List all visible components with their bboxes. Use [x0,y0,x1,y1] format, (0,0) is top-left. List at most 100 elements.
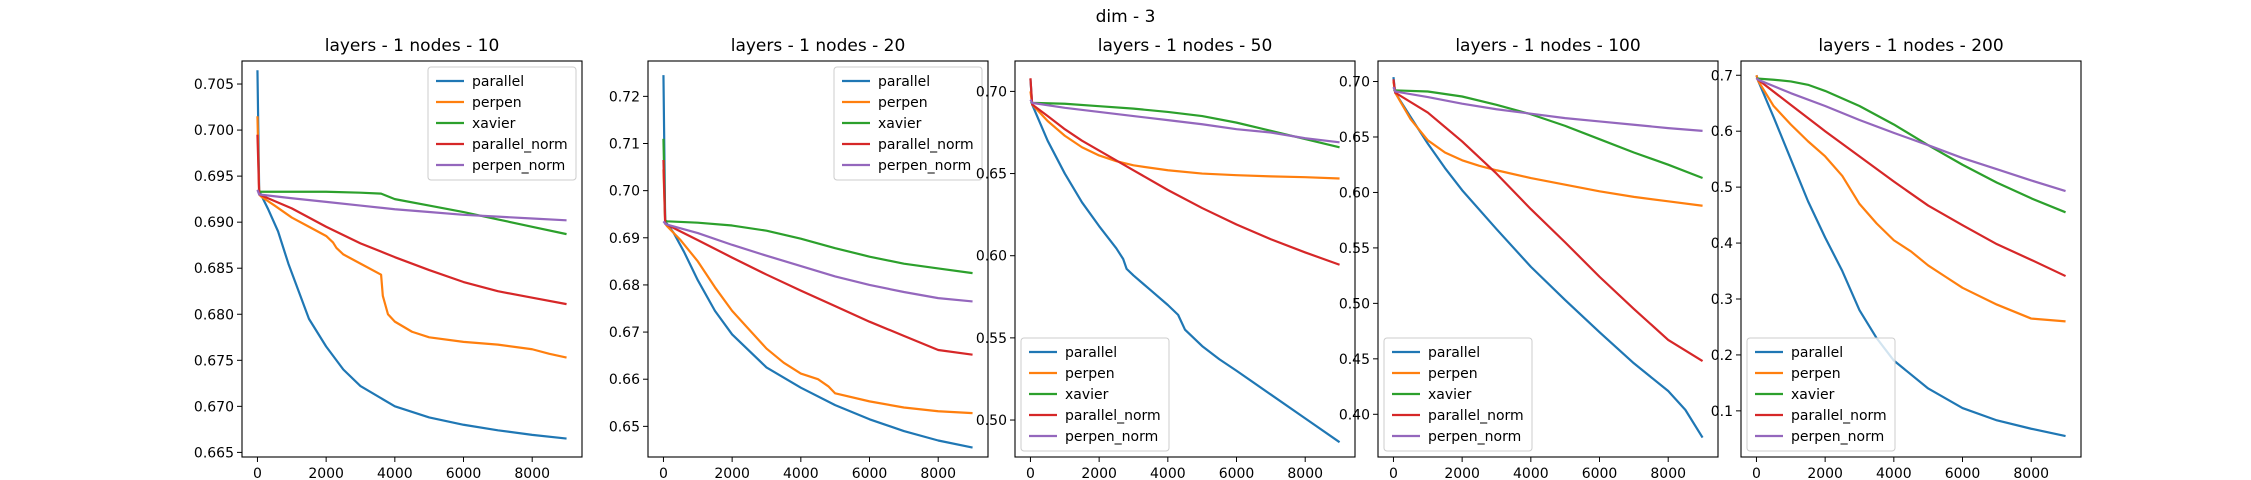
series-line-parallel_norm [256,134,567,306]
series-line-parallel [1755,74,2066,438]
y-tick-label: 0.40 [1339,407,1370,423]
x-tick-label: 0 [1026,466,1035,480]
y-tick-label: 0.675 [194,353,234,369]
x-tick-label: 4000 [1876,466,1912,480]
y-tick-label: 0.65 [976,167,1007,183]
y-tick-label: 0.1 [1711,404,1733,420]
y-tick-label: 0.3 [1711,292,1733,308]
legend: parallel perpen xavier parallel_norm perpen_… [1020,337,1170,452]
x-tick-label: 8000 [2013,466,2049,480]
legend-box [1020,337,1170,452]
legend-label-perpen: perpen [1065,366,1115,382]
legend-label-perpen: perpen [472,95,522,111]
x-tick-label: 0 [253,466,262,480]
series-line-parallel [256,70,567,440]
y-tick-label: 0.72 [609,89,640,105]
y-tick-label: 0.45 [1339,352,1370,368]
legend-label-perpen_norm: perpen_norm [472,158,565,174]
y-tick-label: 0.70 [976,84,1007,100]
panel-title: layers - 1 nodes - 100 [1455,36,1640,56]
x-tick-label: 2000 [1807,466,1843,480]
legend-label-perpen: perpen [1428,366,1478,382]
x-tick-label: 4000 [377,466,413,480]
legend-label-xavier: xavier [1065,387,1109,403]
y-tick-label: 0.690 [194,215,234,231]
series-line-perpen [256,116,567,359]
figure-title: dim - 3 [1096,7,1156,27]
legend-label-xavier: xavier [1791,387,1835,403]
x-tick-label: 0 [1752,466,1761,480]
x-tick-label: 8000 [920,466,956,480]
y-tick-label: 0.4 [1711,236,1733,252]
legend-label-parallel: parallel [472,74,524,90]
series-line-perpen_norm [256,189,567,222]
y-tick-label: 0.67 [609,325,640,341]
y-tick-label: 0.7 [1711,68,1733,84]
series-line-parallel_norm [1755,77,2067,278]
legend-label-parallel_norm: parallel_norm [472,137,568,153]
legend-label-parallel_norm: parallel_norm [1428,408,1524,424]
axes-frame [647,60,989,458]
x-tick-label: 8000 [514,466,550,480]
panel-title: layers - 1 nodes - 50 [1098,36,1273,56]
legend-box [1746,337,1896,452]
x-tick-label: 6000 [1219,466,1255,480]
legend-label-perpen_norm: perpen_norm [1791,429,1884,445]
legend-label-xavier: xavier [878,116,922,132]
x-tick-label: 2000 [714,466,750,480]
y-tick-label: 0.680 [194,307,234,323]
legend: parallel perpen xavier parallel_norm perpen_… [1383,337,1533,452]
y-tick-label: 0.60 [976,249,1007,265]
chart-panel-5: layers - 1 nodes - 200 0 2000 4000 6000 8000 0… [1711,36,2082,480]
legend-label-perpen_norm: perpen_norm [1428,429,1521,445]
legend-label-perpen: perpen [878,95,928,111]
panels: layers - 1 nodes - 100 2000 4000 6000 8000 0.… [194,36,2082,480]
legend-label-perpen: perpen [1791,366,1841,382]
y-tick-label: 0.5 [1711,180,1733,196]
legend-label-parallel: parallel [1428,345,1480,361]
legend-box [427,66,577,181]
legend-label-parallel_norm: parallel_norm [1065,408,1161,424]
series-line-perpen [1392,81,1703,207]
x-tick-label: 8000 [1650,466,1686,480]
chart-panel-3: layers - 1 nodes - 50 0 2000 4000 6000 8000 0.… [976,36,1356,480]
x-tick-label: 0 [1389,466,1398,480]
legend-label-perpen_norm: perpen_norm [878,158,971,174]
y-tick-label: 0.69 [609,231,640,247]
series-line-parallel [1029,78,1341,444]
y-tick-label: 0.705 [194,77,234,93]
series-line-perpen_norm [1029,99,1340,144]
series-line-perpen_norm [1755,77,2066,193]
series-line-xavier [256,189,567,236]
series-line-perpen_norm [1392,86,1703,132]
legend: parallel perpen xavier parallel_norm perpen_… [427,66,577,181]
chart-panel-1: layers - 1 nodes - 10 0 2000 4000 6000 8000 0.… [194,36,583,480]
y-tick-label: 0.2 [1711,348,1733,364]
x-tick-label: 4000 [1513,466,1549,480]
series-line-perpen [662,169,973,415]
legend-label-parallel: parallel [1065,345,1117,361]
x-tick-label: 4000 [783,466,819,480]
legend-label-parallel_norm: parallel_norm [878,137,974,153]
legend-label-xavier: xavier [1428,387,1472,403]
y-tick-label: 0.65 [609,419,640,435]
x-tick-label: 6000 [446,466,482,480]
legend-label-perpen_norm: perpen_norm [1065,429,1158,445]
series-line-parallel_norm [1392,79,1704,362]
legend: parallel perpen xavier parallel_norm perpen_… [1746,337,1896,452]
y-tick-label: 0.55 [976,331,1007,347]
y-tick-label: 0.50 [1339,296,1370,312]
legend-box [833,66,983,181]
legend-label-xavier: xavier [472,116,516,132]
legend: parallel perpen xavier parallel_norm perpen_… [833,66,983,181]
x-tick-label: 0 [659,466,668,480]
legend-box [1383,337,1533,452]
y-tick-label: 0.695 [194,169,234,185]
series-line-perpen_norm [662,220,973,303]
series-line-parallel_norm [1029,78,1340,266]
y-tick-label: 0.670 [194,399,234,415]
y-tick-label: 0.50 [976,413,1007,429]
x-tick-label: 6000 [852,466,888,480]
series-line-xavier [1756,77,2066,214]
